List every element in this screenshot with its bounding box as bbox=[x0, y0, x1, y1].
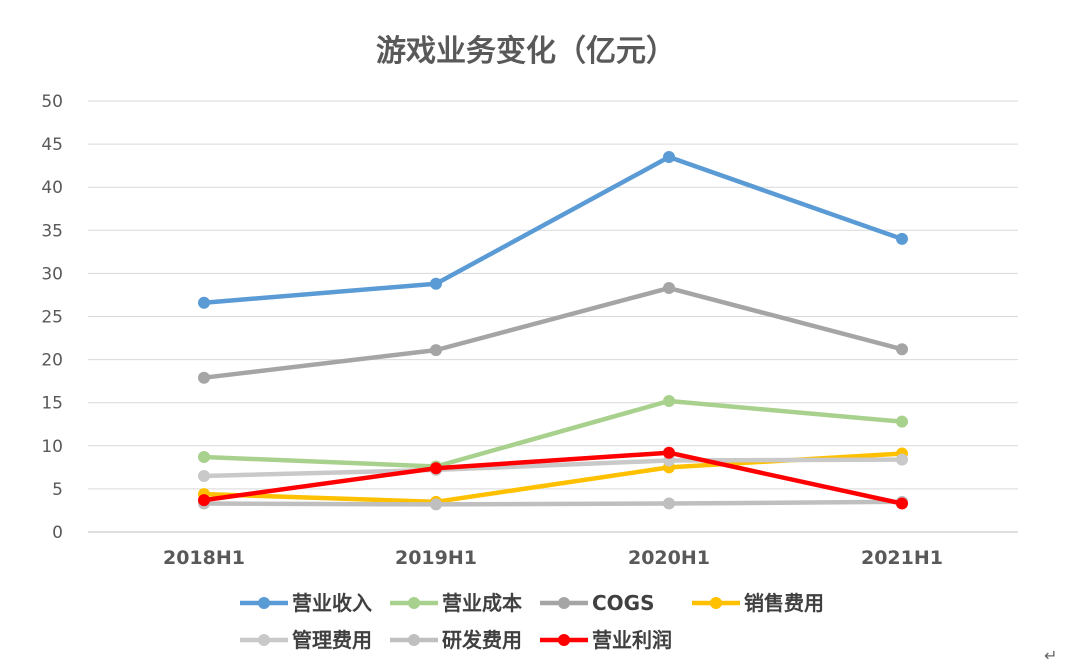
legend-item: 研发费用 bbox=[390, 628, 522, 652]
x-tick-label: 2019H1 bbox=[395, 547, 477, 569]
data-point bbox=[896, 232, 908, 245]
y-tick-label: 25 bbox=[41, 308, 63, 328]
series-销售费用 bbox=[198, 447, 908, 508]
data-point bbox=[430, 344, 442, 357]
legend-item: 营业利润 bbox=[540, 628, 672, 652]
data-point bbox=[198, 494, 210, 507]
series-COGS bbox=[198, 282, 908, 384]
data-point bbox=[430, 498, 442, 511]
legend-item: COGS bbox=[540, 591, 655, 615]
y-tick-label: 30 bbox=[41, 264, 63, 284]
data-point bbox=[430, 277, 442, 290]
legend-swatch-marker bbox=[558, 634, 570, 646]
x-tick-label: 2018H1 bbox=[163, 547, 245, 569]
x-axis: 2018H1 2019H1 2020H1 2021H1 bbox=[163, 547, 943, 569]
data-point bbox=[663, 151, 675, 164]
legend-item: 营业收入 bbox=[240, 591, 372, 615]
y-axis: 0 5 10 15 20 25 30 35 40 45 50 bbox=[41, 92, 63, 543]
legend-label: 研发费用 bbox=[442, 628, 522, 652]
data-point bbox=[663, 282, 675, 295]
series-line bbox=[201, 457, 905, 479]
y-tick-label: 35 bbox=[41, 221, 63, 241]
series-营业收入 bbox=[198, 151, 908, 309]
legend-swatch-marker bbox=[408, 597, 420, 609]
legend-label: 管理费用 bbox=[292, 628, 372, 652]
data-point bbox=[198, 296, 210, 309]
series-管理费用 bbox=[198, 453, 908, 482]
legend-swatch-marker bbox=[710, 597, 722, 609]
x-tick-label: 2021H1 bbox=[861, 547, 943, 569]
y-tick-label: 5 bbox=[52, 480, 63, 500]
legend-label: 营业成本 bbox=[442, 591, 522, 615]
series-line bbox=[201, 285, 905, 380]
data-point bbox=[663, 497, 675, 510]
chart-title: 游戏业务变化（亿元） bbox=[376, 34, 676, 69]
y-tick-label: 40 bbox=[41, 178, 63, 198]
legend-swatch-marker bbox=[258, 597, 270, 609]
legend-swatch-marker bbox=[558, 597, 570, 609]
legend-label: COGS bbox=[592, 591, 655, 615]
legend-item: 营业成本 bbox=[390, 591, 522, 615]
data-point bbox=[663, 446, 675, 459]
series-line bbox=[201, 154, 905, 305]
data-point bbox=[663, 394, 675, 407]
y-tick-label: 45 bbox=[41, 135, 63, 155]
legend-label: 营业利润 bbox=[592, 628, 672, 652]
series-lines bbox=[198, 151, 908, 511]
data-point bbox=[896, 343, 908, 356]
y-tick-label: 10 bbox=[41, 437, 63, 457]
series-营业利润 bbox=[198, 446, 908, 510]
legend-label: 营业收入 bbox=[292, 591, 372, 615]
series-line bbox=[201, 450, 905, 506]
data-point bbox=[896, 497, 908, 510]
data-point bbox=[896, 453, 908, 466]
y-tick-label: 0 bbox=[52, 523, 63, 543]
data-point bbox=[896, 415, 908, 428]
gridlines bbox=[88, 100, 1018, 533]
legend-item: 销售费用 bbox=[692, 591, 824, 615]
series-line bbox=[201, 398, 905, 469]
legend-item: 管理费用 bbox=[240, 628, 372, 652]
data-point bbox=[198, 469, 210, 482]
paragraph-mark-icon: ↵ bbox=[1044, 646, 1058, 665]
y-tick-label: 15 bbox=[41, 394, 63, 414]
legend-label: 销售费用 bbox=[744, 591, 824, 615]
data-point bbox=[430, 462, 442, 475]
legend-swatch-marker bbox=[258, 634, 270, 646]
data-point bbox=[198, 371, 210, 384]
x-tick-label: 2020H1 bbox=[628, 547, 710, 569]
legend-swatch-marker bbox=[408, 634, 420, 646]
series-line bbox=[201, 499, 905, 507]
data-point bbox=[198, 451, 210, 464]
y-tick-label: 50 bbox=[41, 92, 63, 112]
y-tick-label: 20 bbox=[41, 351, 63, 371]
